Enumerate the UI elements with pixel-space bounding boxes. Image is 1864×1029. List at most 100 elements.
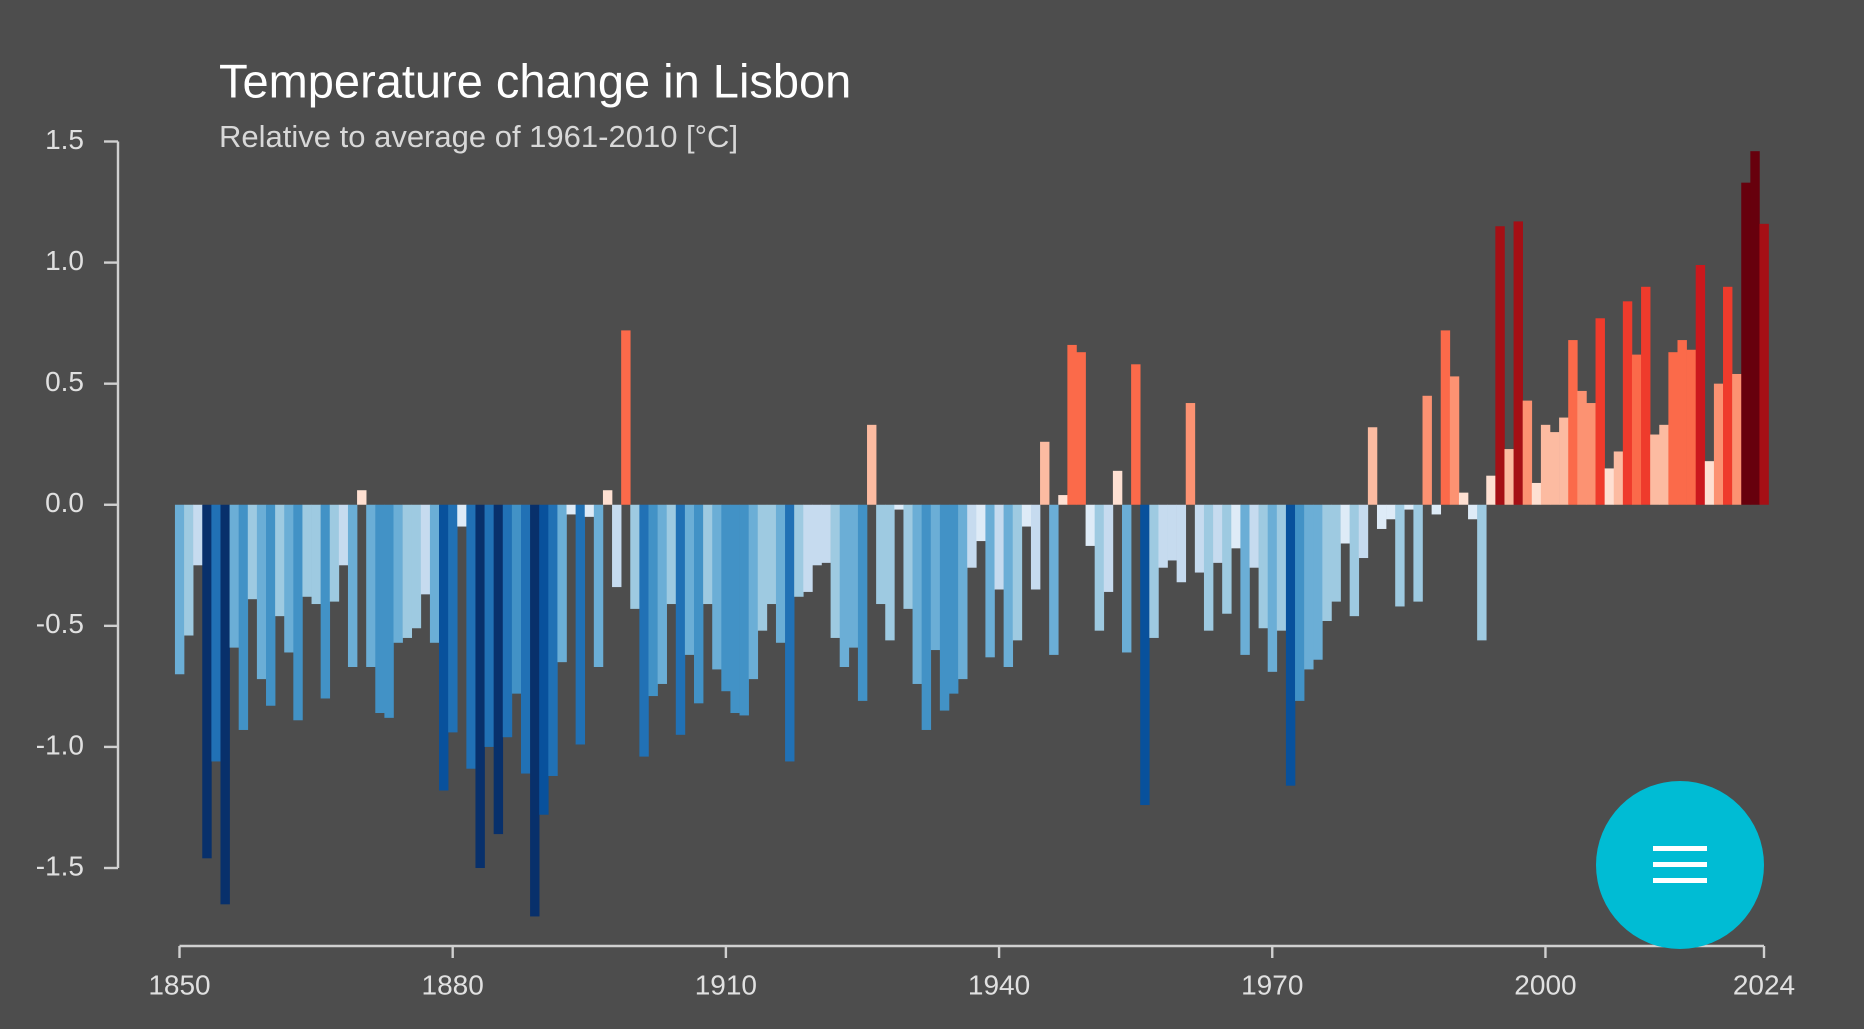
bar (229, 504, 239, 648)
bar (320, 504, 331, 699)
y-tick-label: -1.5 (36, 850, 84, 881)
bar (1112, 470, 1123, 505)
bar (1140, 504, 1150, 806)
y-tick-label: 1.5 (45, 124, 84, 155)
x-tick-label: 2000 (1514, 969, 1576, 1000)
bar (1559, 417, 1569, 505)
bar (284, 504, 294, 653)
bar (903, 504, 913, 609)
bar (1522, 400, 1533, 505)
bar (1604, 468, 1615, 505)
bar (1094, 504, 1105, 631)
bar (584, 504, 595, 517)
bar (1295, 504, 1305, 701)
bar (648, 504, 658, 697)
bar (1276, 504, 1287, 631)
bar (1495, 226, 1505, 505)
bar (1158, 504, 1168, 568)
x-tick-label: 2024 (1733, 969, 1795, 1000)
bar (1222, 504, 1232, 614)
bar (1049, 504, 1059, 655)
bar (1413, 504, 1423, 602)
bar (1404, 504, 1414, 510)
bar (475, 504, 485, 868)
bar (266, 504, 276, 706)
bar (1376, 504, 1387, 529)
bar (1331, 504, 1341, 602)
bar (612, 504, 622, 588)
bar (876, 504, 886, 605)
x-tick-label: 1910 (695, 969, 757, 1000)
bar (184, 504, 194, 636)
chart-subtitle: Relative to average of 1961-2010 [°C] (219, 119, 738, 154)
bar (721, 504, 731, 692)
bar (220, 504, 230, 905)
bar (1468, 504, 1478, 520)
bar (602, 490, 613, 505)
bar (484, 504, 494, 747)
bar (1213, 504, 1223, 563)
bar (1613, 451, 1624, 505)
chart-title: Temperature change in Lisbon (219, 54, 851, 107)
y-tick-label: 1.0 (45, 245, 84, 276)
bar (1058, 495, 1068, 505)
bar (939, 504, 950, 711)
bar (329, 504, 340, 602)
bar (548, 504, 558, 776)
bar (302, 504, 312, 597)
bar (1568, 340, 1578, 505)
bar (1185, 403, 1196, 505)
bar (1167, 504, 1177, 561)
bar (1732, 373, 1742, 505)
bar (1650, 434, 1660, 505)
bar (1741, 182, 1751, 505)
menu-icon-line (1653, 862, 1707, 867)
bar (1641, 286, 1651, 505)
x-tick-label: 1850 (148, 969, 210, 1000)
bar (1695, 265, 1706, 505)
menu-button[interactable] (1596, 781, 1764, 949)
bar (1540, 424, 1551, 505)
bar (1631, 354, 1642, 505)
bar (1203, 504, 1214, 631)
bar (1067, 344, 1077, 505)
bar (275, 504, 285, 617)
bar (812, 504, 822, 566)
bar (1103, 504, 1114, 592)
bar (1486, 475, 1496, 505)
bar (575, 504, 586, 745)
bar (1395, 504, 1405, 607)
bar (1340, 504, 1350, 544)
bar (1313, 504, 1323, 660)
bar (839, 504, 850, 668)
bar (1677, 340, 1687, 505)
bar (1759, 223, 1769, 505)
bar (1504, 449, 1514, 505)
bar (1704, 461, 1715, 505)
bar (1322, 504, 1332, 621)
bar (511, 504, 522, 694)
bar (457, 504, 467, 527)
bar (1021, 504, 1032, 527)
bar (848, 504, 859, 648)
bar (1358, 504, 1369, 559)
bar (1622, 301, 1633, 505)
bar (958, 504, 968, 680)
bar (557, 504, 567, 663)
bar (1440, 330, 1451, 505)
bar (1668, 352, 1678, 505)
y-tick-label: 0.0 (45, 487, 84, 518)
bar (785, 504, 795, 762)
bar (293, 504, 303, 721)
bar (666, 504, 677, 605)
bar (766, 504, 777, 605)
x-tick-label: 1970 (1241, 969, 1303, 1000)
bar (994, 504, 1004, 590)
bar (1249, 504, 1259, 568)
bar (366, 504, 376, 668)
bar (894, 504, 904, 510)
y-tick-label: -1.0 (36, 729, 84, 760)
bar (311, 504, 321, 605)
bar (202, 504, 212, 859)
